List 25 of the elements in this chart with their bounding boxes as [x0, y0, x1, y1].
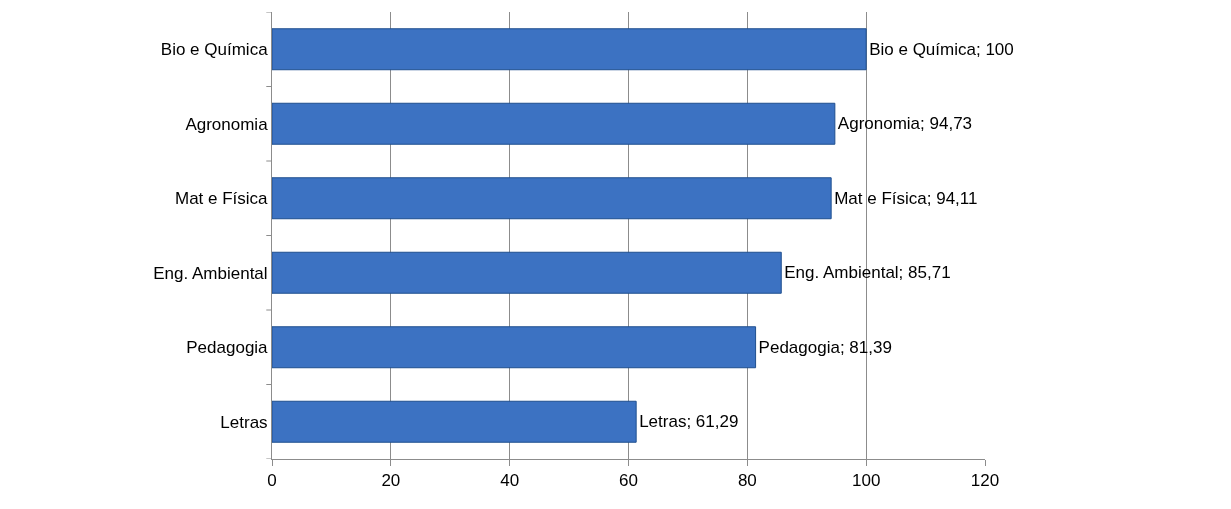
y-tick-label: Pedagogia — [186, 338, 269, 358]
data-label: Mat e Física; 94,11 — [834, 188, 978, 208]
bar — [272, 326, 757, 369]
x-tick-label: 20 — [381, 471, 401, 491]
data-label: Bio e Química; 100 — [869, 39, 1014, 59]
x-tick-label: 60 — [619, 471, 638, 491]
bar — [272, 251, 782, 294]
data-label: Pedagogia; 81,39 — [758, 337, 892, 357]
y-tick-label: Bio e Química — [160, 40, 269, 60]
bar — [272, 177, 832, 220]
bar — [272, 28, 867, 71]
x-tick-label: 100 — [851, 471, 881, 491]
bar — [272, 102, 836, 145]
y-tick-label: Agronomia — [185, 114, 269, 134]
x-tick-label: 40 — [500, 471, 520, 491]
x-tick-label: 120 — [970, 471, 1000, 491]
y-tick-label: Mat e Física — [175, 189, 269, 209]
y-tick-label: Eng. Ambiental — [153, 263, 268, 283]
bar — [272, 400, 637, 443]
x-tick-label: 80 — [737, 471, 757, 491]
data-label: Letras; 61,29 — [639, 412, 739, 432]
x-tick-label: 0 — [267, 471, 277, 491]
y-tick-label: Letras — [220, 412, 268, 432]
data-label: Eng. Ambiental; 85,71 — [784, 263, 951, 283]
data-label: Agronomia; 94,73 — [837, 114, 973, 134]
